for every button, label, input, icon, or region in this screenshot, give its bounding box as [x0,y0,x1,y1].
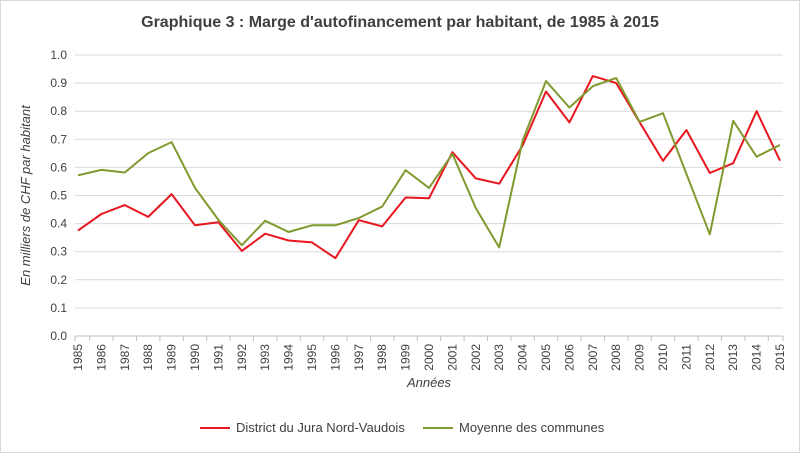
gridlines [75,54,783,309]
series-line-2 [77,77,781,249]
x-tick-label: 2009 [633,344,647,371]
x-tick-label: 2015 [773,344,787,371]
y-tick-label: 1.0 [50,48,67,62]
legend-label: Moyenne des communes [459,420,605,435]
y-tick-label: 0.2 [50,273,67,287]
x-tick-label: 1990 [188,344,202,371]
y-tick-label: 0.0 [50,329,67,343]
series-lines [77,75,781,260]
y-tick-label: 0.7 [50,132,67,146]
x-tick-label: 1989 [165,344,179,371]
x-axis-ticks: 1985 1986 1987 1988 1989 1990 1991 1992 1993 1994… [71,336,787,371]
x-tick-label: 1985 [71,344,85,371]
x-tick-label: 1996 [328,344,342,371]
x-tick-label: 1988 [141,344,155,371]
x-tick-label: 1997 [352,344,366,371]
x-tick-label: 2011 [679,344,693,370]
x-tick-label: 1999 [399,344,413,371]
x-tick-label: 2005 [539,344,553,371]
y-tick-label: 0.6 [50,160,67,174]
x-tick-label: 2008 [609,344,623,371]
x-tick-label: 2010 [656,344,670,371]
x-tick-label: 2001 [445,344,459,371]
x-tick-label: 2013 [726,344,740,371]
x-tick-label: 2000 [422,344,436,371]
y-tick-label: 0.9 [50,76,67,90]
y-tick-label: 0.8 [50,104,67,118]
x-tick-label: 1991 [211,344,225,371]
x-tick-label: 1998 [375,344,389,371]
x-tick-label: 1994 [282,344,296,371]
x-tick-label: 2004 [516,344,530,371]
chart-title: Graphique 3 : Marge d'autofinancement pa… [141,14,659,31]
series-line-1 [77,75,781,260]
x-tick-label: 1992 [235,344,249,371]
y-tick-label: 0.4 [50,217,67,231]
y-tick-label: 0.5 [50,189,67,203]
legend-label: District du Jura Nord-Vaudois [236,420,405,435]
x-tick-label: 2014 [750,344,764,371]
y-tick-label: 0.1 [50,301,67,315]
x-tick-label: 2002 [469,344,483,371]
x-tick-label: 1995 [305,344,319,371]
x-tick-label: 2012 [703,344,717,371]
y-axis-ticks: 0.0 0.1 0.2 0.3 0.4 0.5 0.6 0.7 0.8 0.9 1.0 [50,48,67,343]
x-tick-label: 2003 [492,344,506,371]
x-tick-label: 1987 [118,344,132,371]
y-tick-label: 0.3 [50,245,67,259]
x-tick-label: 2007 [586,344,600,371]
x-tick-label: 1986 [94,344,108,371]
y-axis-title: En milliers de CHF par habitant [18,104,33,286]
x-tick-label: 1993 [258,344,272,371]
x-axis-title: Années [406,375,452,390]
x-tick-label: 2006 [562,344,576,371]
legend: District du Jura Nord-Vaudois Moyenne des… [200,420,605,435]
